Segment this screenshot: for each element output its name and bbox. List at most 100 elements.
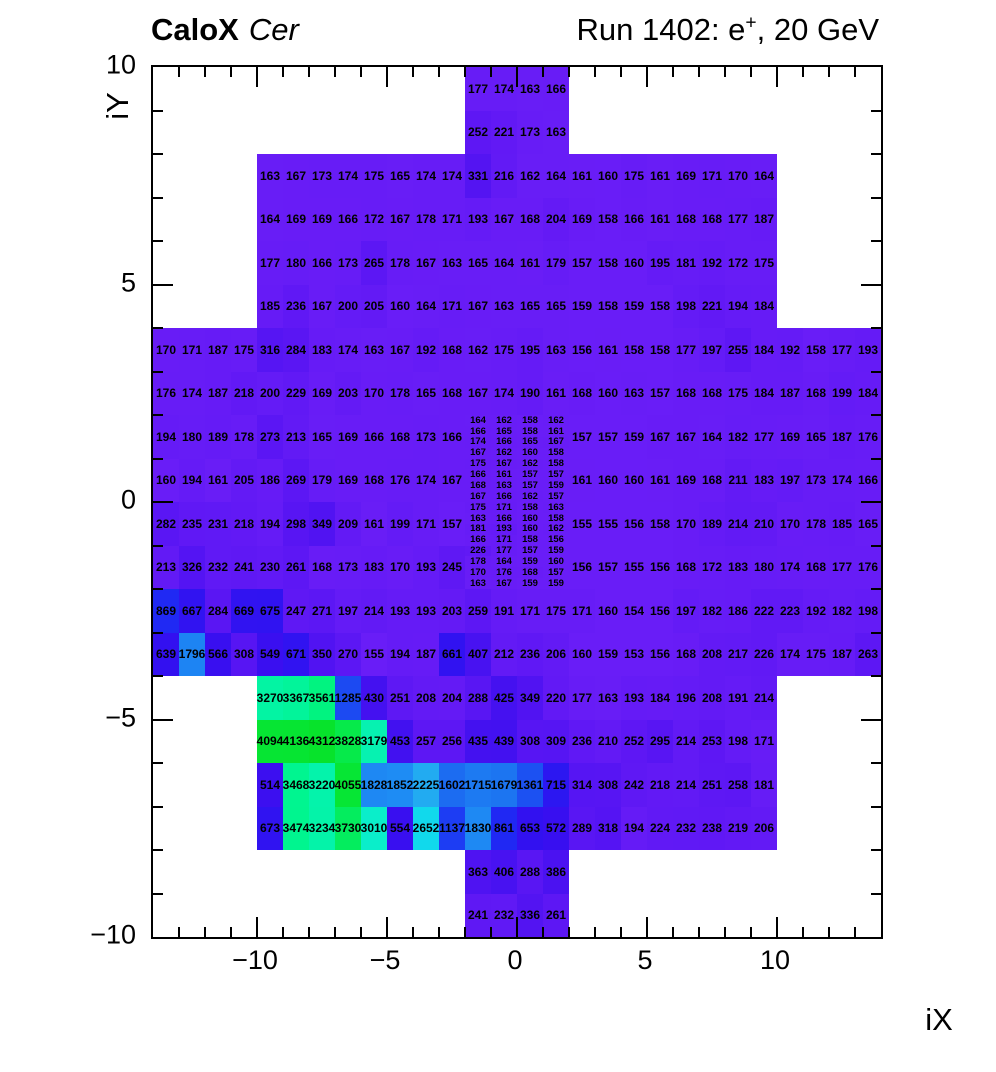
- axis-tick: [828, 67, 830, 77]
- axis-tick: [861, 718, 881, 721]
- heatmap-cell: 1796: [179, 632, 205, 676]
- heatmap-cell: 161: [647, 458, 673, 502]
- heatmap-cell: 156: [647, 589, 673, 633]
- heatmap-cell: 218: [647, 763, 673, 807]
- heatmap-fine-cell: 163: [465, 578, 491, 589]
- heatmap-cell: 192: [413, 328, 439, 372]
- heatmap-cell: 241: [465, 893, 491, 937]
- heatmap-cell: 169: [309, 197, 335, 241]
- heatmap-fine-cell: 157: [517, 545, 543, 557]
- heatmap-cell: 160: [387, 284, 413, 328]
- heatmap-cell: 192: [777, 328, 803, 372]
- axis-tick: [871, 892, 881, 895]
- heatmap-cell: 175: [491, 328, 517, 372]
- heatmap-cell: 156: [647, 545, 673, 589]
- heatmap-cell: 261: [283, 545, 309, 589]
- heatmap-cell: 265: [361, 241, 387, 285]
- heatmap-cell: 284: [205, 589, 231, 633]
- heatmap-cell: 326: [179, 545, 205, 589]
- heatmap-cell: 213: [153, 545, 179, 589]
- axis-tick: [776, 917, 778, 937]
- heatmap-cell: 164: [699, 415, 725, 459]
- heatmap-cell: 161: [647, 197, 673, 241]
- heatmap-cell: 176: [855, 415, 881, 459]
- heatmap-cell: 156: [569, 328, 595, 372]
- heatmap-cell: 159: [621, 284, 647, 328]
- axis-tick: [542, 927, 544, 937]
- heatmap-cell: 252: [465, 110, 491, 154]
- heatmap-cell: 236: [517, 632, 543, 676]
- heatmap-cell: 214: [673, 763, 699, 807]
- heatmap-cell: 168: [673, 545, 699, 589]
- heatmap-cell: 168: [699, 197, 725, 241]
- heatmap-cell: 154: [621, 589, 647, 633]
- heatmap-cell: 156: [647, 632, 673, 676]
- heatmap-cell: 190: [517, 371, 543, 415]
- heatmap-cell: 167: [673, 415, 699, 459]
- heatmap-cell: 194: [725, 284, 751, 328]
- heatmap-cell: 671: [283, 632, 309, 676]
- axis-tick: [153, 153, 163, 155]
- axis-tick: [178, 67, 180, 77]
- heatmap-fine-cell: 164: [465, 415, 491, 426]
- heatmap-cell: 1602: [439, 763, 465, 807]
- heatmap-cell: 2225: [413, 763, 439, 807]
- axis-tick: [776, 67, 778, 87]
- heatmap-cell: 185: [257, 284, 283, 328]
- heatmap-cell: 363: [465, 850, 491, 894]
- title-row: CaloX Cer Run 1402: e+, 20 GeV: [151, 12, 879, 52]
- axis-tick: [230, 927, 232, 937]
- heatmap-cell: 204: [543, 197, 569, 241]
- heatmap-cell: 187: [751, 197, 777, 241]
- heatmap-cell: 572: [543, 806, 569, 850]
- heatmap-cell: 184: [647, 676, 673, 720]
- heatmap-cell: 175: [361, 154, 387, 198]
- heatmap-cell: 425: [491, 676, 517, 720]
- heatmap-cell: 191: [725, 676, 751, 720]
- heatmap-cell: 430: [361, 676, 387, 720]
- heatmap-cell: 226: [751, 632, 777, 676]
- heatmap-cell: 211: [725, 458, 751, 502]
- heatmap-cell: 349: [517, 676, 543, 720]
- heatmap-fine-cell: 167: [465, 491, 491, 502]
- heatmap-cell: 3561: [309, 676, 335, 720]
- axis-tick: [871, 370, 881, 373]
- axis-tick: [204, 67, 206, 77]
- heatmap-cell: 282: [153, 502, 179, 546]
- heatmap-cell: 253: [699, 719, 725, 763]
- heatmap-cell: 162: [517, 154, 543, 198]
- heatmap-fine-cell: 158: [517, 415, 543, 426]
- axis-tick: [153, 544, 163, 547]
- axis-tick: [646, 917, 648, 937]
- heatmap-fine-cell: 175: [465, 458, 491, 470]
- heatmap-cell: 174: [777, 632, 803, 676]
- axis-tick: [153, 588, 163, 590]
- heatmap-cell: 161: [361, 502, 387, 546]
- heatmap-cell: 217: [725, 632, 751, 676]
- axis-tick: [153, 762, 163, 764]
- heatmap-cell: 165: [413, 371, 439, 415]
- heatmap-cell: 155: [621, 545, 647, 589]
- axis-tick: [516, 917, 518, 937]
- heatmap-cell: 208: [413, 676, 439, 720]
- y-tick-label: 10: [105, 49, 136, 80]
- heatmap-cell: 3367: [283, 676, 309, 720]
- heatmap-cell: 187: [829, 632, 855, 676]
- heatmap-cell: 158: [647, 284, 673, 328]
- axis-tick: [464, 67, 466, 77]
- x-tick-label: 0: [507, 945, 523, 975]
- heatmap-cell: 178: [803, 502, 829, 546]
- heatmap-cell: 168: [803, 545, 829, 589]
- heatmap-fine-cell: 170: [465, 567, 491, 579]
- heatmap-cell: 1285: [335, 676, 361, 720]
- heatmap-cell: 164: [543, 154, 569, 198]
- heatmap-cell: 407: [465, 632, 491, 676]
- heatmap-cell: 194: [257, 502, 283, 546]
- heatmap-fine-cell: 178: [465, 556, 491, 568]
- heatmap-cell: 163: [595, 676, 621, 720]
- heatmap-cell: 179: [543, 241, 569, 285]
- heatmap-cell: 204: [439, 676, 465, 720]
- heatmap-cell: 3010: [361, 806, 387, 850]
- axis-tick: [412, 927, 414, 937]
- heatmap-cell: 236: [283, 284, 309, 328]
